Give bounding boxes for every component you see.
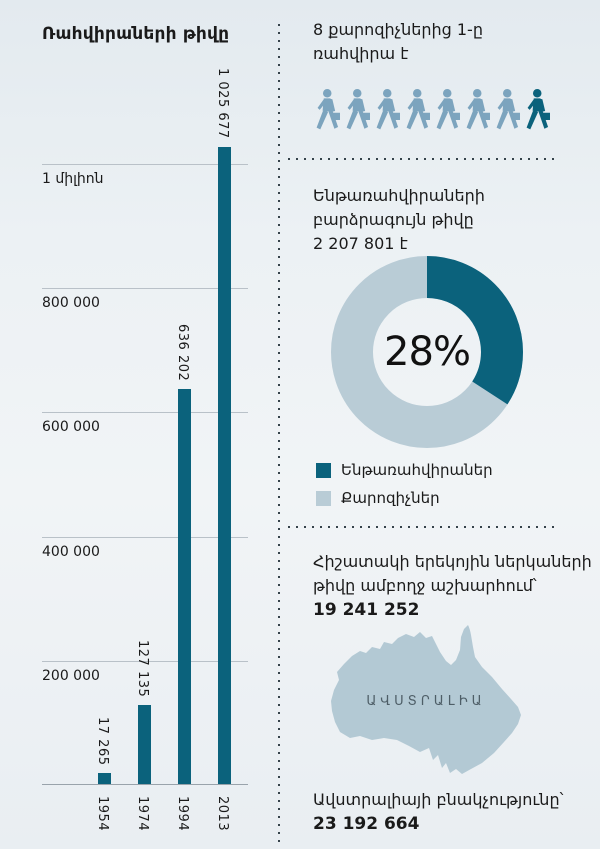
memorial-line2: թիվը ամբողջ աշխարհում՝ [313, 576, 537, 595]
donut-center-label: 28% [384, 329, 471, 375]
y-axis-tick-label: 800 000 [42, 295, 100, 312]
walking-person-icon [346, 89, 370, 130]
y-axis-tick-label: 200 000 [42, 667, 100, 684]
memorial-text: Հիշատակի երեկոյին ներկաների թիվը ամբողջ … [313, 550, 592, 622]
bar [137, 705, 151, 784]
pioneer-ratio-line1: 8 քարոզիչներից 1-ը [313, 20, 483, 39]
y-axis-tick-label: 1 միլիոն [42, 171, 104, 187]
donut-chart: 28% [331, 256, 523, 448]
population-label: Ավստրալիայի բնակչությունը՝ [313, 790, 564, 809]
memorial-value: 19 241 252 [313, 600, 420, 620]
australia-map-label: ԱՎՍՏՐԱԼԻԱ [366, 694, 486, 709]
bar-value-label: 1 025 677 [215, 68, 230, 140]
horizontal-dotted-divider-top [288, 158, 560, 160]
x-axis-tick-label: 1974 [135, 796, 150, 832]
walking-person-icon [406, 89, 430, 130]
pioneer-ratio-line2: ռահվիրա է [313, 44, 409, 63]
legend-label-publishers: Քարոզիչներ [341, 489, 440, 507]
bar-chart-title: Ռահվիրաների թիվը [42, 24, 230, 44]
legend-row-publishers: Քարոզիչներ [316, 489, 493, 507]
aux-pioneers-line1: Ենթառահվիրաների [313, 186, 485, 205]
bar-chart-plot: 1 միլիոն 800 000 600 000 400 000 200 000 17 2… [42, 68, 248, 831]
bar-value-label: 636 202 [175, 323, 190, 381]
gridline [42, 288, 248, 290]
legend-label-aux-pioneers: Ենթառահվիրաներ [341, 461, 493, 479]
aux-pioneers-text: Ենթառահվիրաների բարձրագույն թիվը 2 207 8… [313, 184, 485, 256]
aux-pioneers-line2: բարձրագույն թիվը [313, 210, 474, 229]
donut-legend: Ենթառահվիրաներ Քարոզիչներ [316, 461, 493, 517]
legend-swatch [316, 462, 331, 478]
australia-map-path [331, 625, 521, 774]
population-value: 23 192 664 [313, 814, 420, 834]
bar-value-label: 17 265 [95, 716, 110, 766]
bar [97, 773, 111, 784]
y-axis-tick-label: 600 000 [42, 419, 100, 436]
y-axis-tick-label: 400 000 [42, 543, 100, 560]
donut-segment-dark [331, 256, 523, 448]
x-axis-tick-label: 1994 [175, 796, 190, 832]
australia-map [329, 616, 523, 776]
walking-person-icon [496, 89, 520, 130]
bar [217, 147, 231, 784]
gridline [42, 660, 248, 662]
gridline [42, 412, 248, 414]
pioneer-ratio-text: 8 քարոզիչներից 1-ը ռահվիրա է [313, 18, 483, 66]
walking-person-icon [376, 89, 400, 130]
donut-chart-svg [331, 256, 523, 448]
horizontal-dotted-divider-bottom [288, 526, 560, 528]
walking-person-icon [436, 89, 460, 130]
bar [177, 388, 191, 784]
walking-person-icon [526, 89, 550, 130]
legend-row-aux-pioneers: Ենթառահվիրաներ [316, 461, 493, 479]
bar-value-label: 127 135 [135, 639, 150, 698]
x-axis-line [42, 784, 248, 785]
gridline [42, 536, 248, 538]
walking-person-icon [466, 89, 490, 130]
gridline [42, 164, 248, 165]
population-text: Ավստրալիայի բնակչությունը՝ 23 192 664 [313, 788, 563, 836]
x-axis-tick-label: 1954 [95, 796, 110, 832]
people-pictogram-row [311, 87, 557, 132]
x-axis-tick-label: 2013 [215, 796, 230, 832]
walking-person-icon [316, 89, 340, 130]
aux-pioneers-line3: 2 207 801 է [313, 234, 408, 253]
australia-map-svg [331, 625, 521, 774]
memorial-line1: Հիշատակի երեկոյին ներկաների [313, 552, 592, 571]
vertical-dotted-divider [278, 24, 280, 842]
legend-swatch [316, 490, 331, 506]
